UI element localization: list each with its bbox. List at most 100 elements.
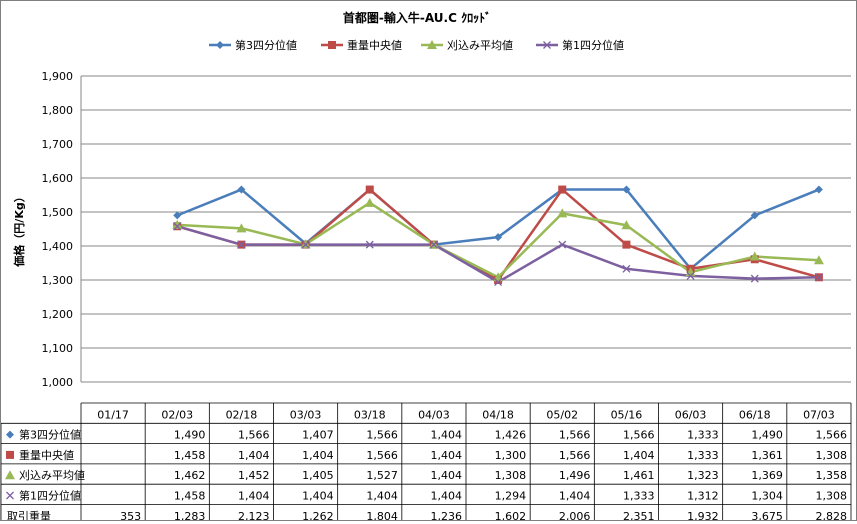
table-cell: 1,404 [431, 449, 463, 462]
data-point [6, 430, 14, 439]
data-point [622, 240, 631, 249]
data-point [494, 278, 503, 286]
table-cell: 1,404 [431, 429, 463, 442]
legend-label: 刈込み平均値 [447, 39, 513, 52]
table-cell: 1,566 [623, 429, 655, 442]
table-cell: 2,123 [238, 510, 270, 520]
data-point [173, 222, 182, 231]
table-cell: 1,404 [302, 449, 334, 462]
chart-title: 首都圏-輸入牛-AU.C ｸﾛｯﾄﾞ [343, 10, 491, 25]
data-point [558, 240, 567, 249]
table-cell: 1,404 [238, 449, 270, 462]
table-cell: 1,602 [495, 510, 527, 520]
table-cell: 2,006 [559, 510, 591, 520]
data-point [814, 273, 823, 282]
table-cell: 1,323 [687, 469, 719, 482]
table-cell: 1,262 [302, 510, 334, 520]
data-point [621, 220, 632, 230]
table-row-label: 刈込み平均値 [19, 469, 85, 482]
table-header-cell: 07/03 [803, 408, 835, 421]
table-cell: 1,566 [366, 449, 398, 462]
table-header-cell: 02/03 [161, 408, 193, 421]
table-cell: 1,452 [238, 469, 270, 482]
table-cell: 1,462 [174, 469, 206, 482]
table-cell: 1,426 [495, 429, 527, 442]
table-cell: 1,308 [495, 469, 527, 482]
data-point [429, 240, 438, 249]
data-point [365, 240, 374, 249]
data-point [427, 40, 437, 49]
table-cell: 1,404 [238, 490, 270, 503]
legend-label: 第1四分位値 [562, 38, 624, 52]
table-cell: 1,490 [174, 429, 206, 442]
data-point [622, 185, 631, 194]
table-cell: 1,566 [366, 429, 398, 442]
data-point [494, 233, 503, 242]
table-cell: 3,675 [751, 510, 783, 520]
table-header-cell: 04/03 [418, 408, 450, 421]
table-cell: 1,566 [238, 429, 270, 442]
data-point [6, 491, 14, 500]
table-cell: 1,404 [431, 490, 463, 503]
table-header-cell: 01/17 [97, 408, 129, 421]
table-cell: 1,404 [431, 469, 463, 482]
legend-label: 重量中央値 [347, 38, 402, 52]
data-point [237, 240, 246, 249]
table-cell: 1,932 [687, 510, 719, 520]
table-row-label: 重量中央値 [19, 448, 74, 462]
table-cell: 1,333 [623, 490, 655, 503]
data-point [364, 197, 375, 207]
table-cell: 1,496 [559, 469, 591, 482]
data-table: 01/17 02/03 02/18 03/03 03/18 04/03 04/18 05/02… [0, 402, 852, 524]
table-cell: 1,283 [174, 510, 206, 520]
table-cell: 1,458 [174, 490, 206, 503]
data-point [301, 240, 310, 249]
table-cell: 1,407 [302, 429, 334, 442]
table-cell: 1,458 [174, 449, 206, 462]
table-cell: 1,236 [431, 510, 463, 520]
y-tick-label: 1,100 [42, 342, 74, 355]
data-point [365, 185, 374, 194]
y-tick-label: 1,200 [42, 308, 74, 321]
table-cell: 1,404 [302, 490, 334, 503]
table-header-cell: 02/18 [226, 408, 258, 421]
table-cell: 1,300 [495, 449, 527, 462]
table-cell: 1,358 [816, 469, 848, 482]
table-header-cell: 04/18 [482, 408, 514, 421]
table-cell: 1,404 [366, 490, 398, 503]
table-cell: 1,566 [559, 429, 591, 442]
data-point [543, 41, 551, 49]
table-cell: 353 [120, 510, 141, 520]
table-header-cell: 05/02 [546, 408, 578, 421]
data-point [173, 211, 182, 220]
data-point [328, 41, 336, 49]
series-line [176, 188, 820, 271]
data-point [237, 185, 246, 194]
table-cell: 2,828 [816, 510, 848, 520]
gridlines [80, 75, 851, 383]
table-cell: 2,351 [623, 510, 655, 520]
data-point [216, 41, 224, 49]
legend-label: 第3四分位値 [235, 38, 297, 52]
y-tick-label: 1,800 [42, 104, 74, 117]
y-tick-label: 1,700 [42, 138, 74, 151]
data-point [814, 185, 823, 194]
table-cell: 1,361 [751, 449, 783, 462]
data-point [558, 185, 567, 194]
data-point [750, 274, 759, 283]
data-point [172, 219, 183, 229]
table-cell: 1,527 [366, 469, 398, 482]
y-axis-label: 価格（円/Kg） [12, 191, 26, 267]
table-cell: 1,405 [302, 469, 334, 482]
table-cell: 1,312 [687, 490, 719, 503]
table-cell: 1,566 [559, 449, 591, 462]
y-tick-label: 1,900 [42, 70, 74, 83]
y-axis-ticks: 1,000 1,100 1,200 1,300 1,400 1,500 1,600 1,700… [42, 70, 74, 389]
y-tick-label: 1,300 [42, 274, 74, 287]
data-point [6, 450, 14, 459]
table-cell: 1,333 [687, 449, 719, 462]
table-cell: 1,294 [495, 490, 527, 503]
data-point [622, 264, 631, 273]
table-cell: 1,804 [366, 510, 398, 520]
